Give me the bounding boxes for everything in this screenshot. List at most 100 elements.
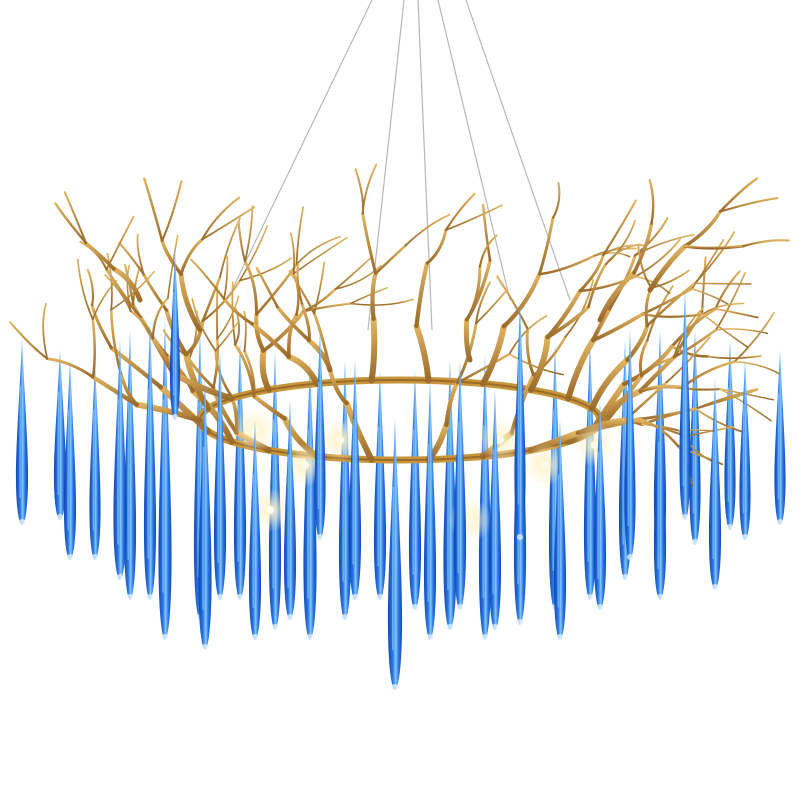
crystal-drop bbox=[63, 360, 77, 560]
branch-segment bbox=[714, 270, 741, 311]
branch-segment bbox=[538, 254, 596, 276]
crystal-tip bbox=[656, 594, 664, 600]
crystal-body bbox=[233, 340, 247, 600]
crystal-drop bbox=[314, 330, 326, 540]
branch-segment bbox=[637, 244, 653, 289]
branch-segment bbox=[404, 213, 451, 247]
branch-segment bbox=[42, 302, 49, 360]
branch-segment bbox=[300, 302, 311, 343]
bulb-glows bbox=[233, 408, 617, 542]
branch-segment bbox=[480, 323, 507, 387]
crystal-drop bbox=[387, 420, 403, 690]
crystal-drop bbox=[774, 350, 786, 525]
branch-segment bbox=[545, 288, 583, 340]
crystal-drop bbox=[408, 370, 422, 610]
crystal-body bbox=[689, 330, 701, 545]
branch-segment bbox=[537, 216, 555, 276]
crystal-tip bbox=[286, 614, 294, 620]
branch-segment bbox=[216, 295, 240, 340]
branch-segment bbox=[142, 272, 169, 312]
branch-segment bbox=[463, 317, 473, 363]
branch-segment bbox=[644, 286, 653, 328]
crystal-body bbox=[373, 370, 387, 600]
crystal-drop bbox=[593, 400, 607, 610]
crystal-tip bbox=[116, 574, 124, 580]
branch-segment bbox=[243, 349, 256, 398]
crystal-tip bbox=[316, 534, 324, 540]
branch-segment bbox=[255, 267, 279, 309]
branch-segment bbox=[292, 236, 348, 275]
branch-segment bbox=[694, 231, 736, 285]
branch-segment bbox=[54, 202, 88, 245]
branch-segment bbox=[638, 338, 649, 378]
crystal-tip bbox=[626, 554, 634, 560]
branch-segment bbox=[151, 296, 169, 340]
crystal-tip bbox=[351, 594, 359, 600]
branch-segment bbox=[84, 241, 116, 271]
crystal-drop bbox=[553, 420, 567, 640]
branch-segment bbox=[361, 163, 378, 215]
branch-segment bbox=[349, 286, 389, 305]
branch-segment bbox=[742, 239, 790, 248]
crystal-tip bbox=[776, 519, 784, 525]
crystal-drop bbox=[158, 320, 172, 640]
crystal-tip bbox=[146, 594, 154, 600]
branch-segment bbox=[222, 297, 254, 326]
crystal-tip bbox=[586, 594, 594, 600]
crystal-tip bbox=[161, 634, 169, 640]
branch-segment bbox=[105, 267, 143, 319]
branch-segment bbox=[496, 275, 529, 330]
bulb bbox=[591, 441, 599, 449]
branch-segment bbox=[334, 264, 382, 290]
crystal-body bbox=[653, 390, 667, 600]
crystal-body bbox=[338, 360, 352, 620]
branch-segment bbox=[455, 352, 511, 385]
branch-segment bbox=[158, 384, 212, 435]
branch-segment bbox=[694, 407, 743, 433]
branch-segment bbox=[92, 279, 118, 320]
branch-segment bbox=[259, 347, 273, 393]
branch-segment bbox=[551, 181, 561, 219]
branch-segment bbox=[261, 309, 306, 353]
crystal-tip bbox=[691, 539, 699, 545]
crystal-body bbox=[583, 340, 597, 600]
branch-segment bbox=[133, 401, 203, 423]
crystal-tip bbox=[491, 624, 499, 630]
crystal-tip bbox=[271, 624, 279, 630]
crystal-drop bbox=[248, 420, 262, 640]
crystal-tip bbox=[251, 634, 259, 640]
crystal-drop bbox=[213, 350, 227, 600]
crystal-body bbox=[624, 330, 636, 560]
crystal-body bbox=[15, 340, 29, 525]
branch-segment bbox=[184, 319, 205, 357]
crystal-body bbox=[423, 380, 437, 640]
crystal-body bbox=[169, 250, 181, 420]
crystal-drop bbox=[478, 355, 492, 640]
crystal-tip bbox=[236, 594, 244, 600]
crystal-body bbox=[303, 360, 317, 640]
crystal-body bbox=[89, 360, 101, 560]
branch-segment bbox=[126, 264, 132, 312]
crystal-body bbox=[348, 360, 362, 600]
crystal-body bbox=[158, 320, 172, 640]
crystal-tip bbox=[516, 534, 524, 540]
crystal-tip bbox=[66, 554, 74, 560]
branch-segment bbox=[287, 312, 299, 359]
branch-segment bbox=[718, 177, 759, 213]
branch-segment bbox=[715, 328, 769, 335]
branch-segment bbox=[254, 312, 266, 353]
branch-segment bbox=[285, 353, 320, 387]
branch-segment bbox=[638, 407, 697, 421]
crystal-drop bbox=[123, 330, 137, 600]
branch-segment bbox=[201, 206, 255, 241]
branch-segment bbox=[251, 394, 287, 421]
branch-segment bbox=[683, 209, 722, 248]
branch-segment bbox=[694, 282, 752, 285]
branch-segment bbox=[167, 234, 179, 299]
branch-segment bbox=[591, 312, 645, 343]
crystal-body bbox=[488, 390, 502, 630]
branch-segment bbox=[136, 233, 145, 276]
branch-segment bbox=[719, 196, 779, 213]
crystal-drop bbox=[724, 340, 736, 530]
crystal-body bbox=[248, 420, 262, 640]
